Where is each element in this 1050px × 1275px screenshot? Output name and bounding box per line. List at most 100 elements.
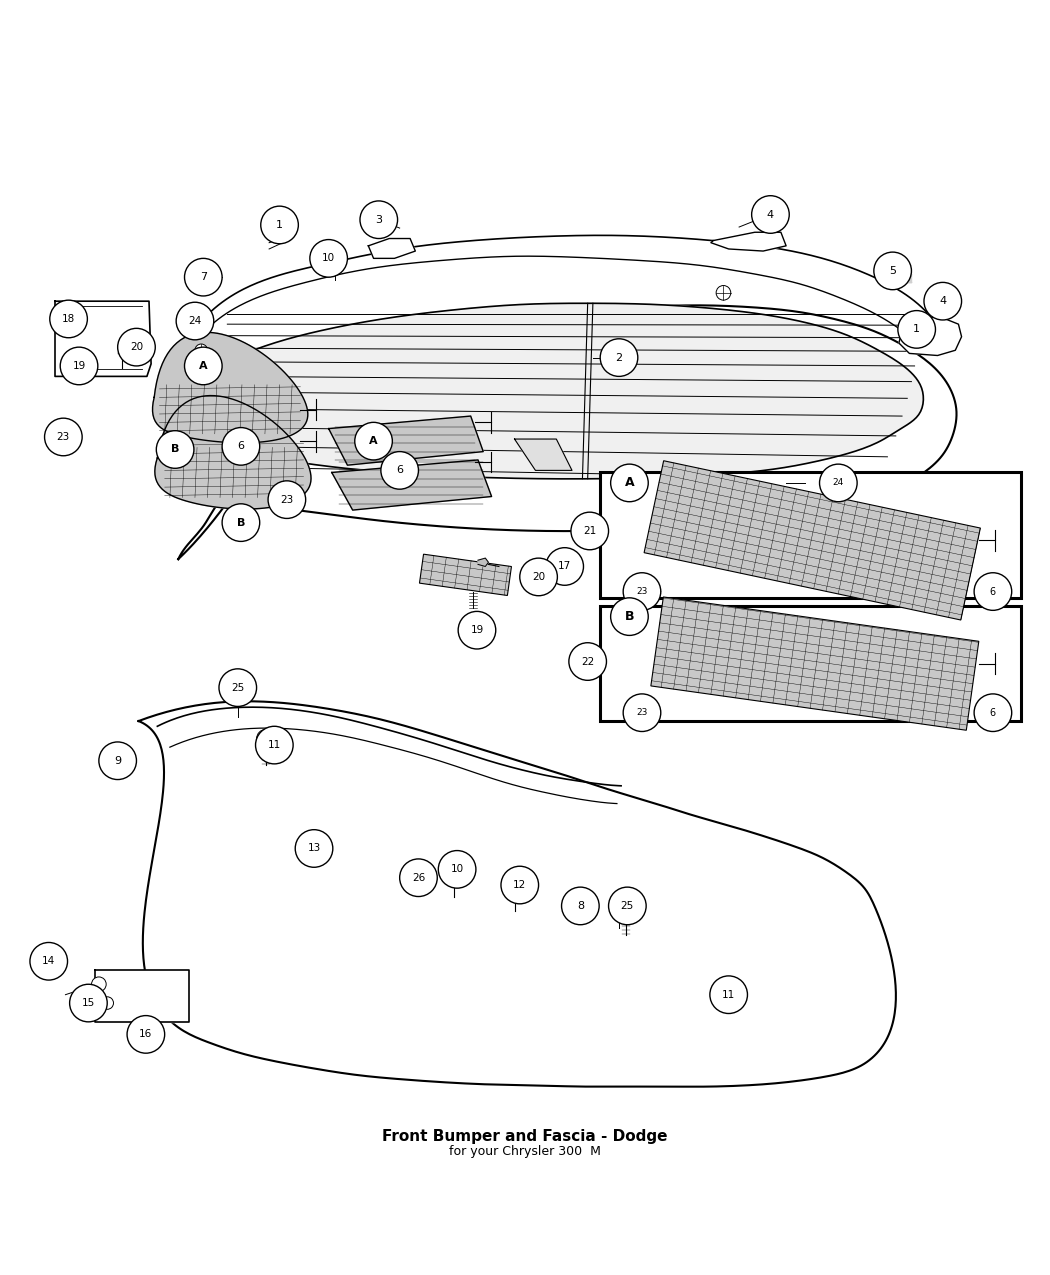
Circle shape [612,904,626,918]
Circle shape [360,201,398,238]
Circle shape [127,1016,165,1053]
Circle shape [198,319,208,329]
Circle shape [617,900,635,918]
Polygon shape [644,460,981,620]
Text: 6: 6 [990,586,996,597]
Circle shape [195,344,208,357]
Text: 9: 9 [114,756,121,766]
Polygon shape [369,238,416,259]
Circle shape [295,830,333,867]
Polygon shape [651,597,979,731]
Text: 13: 13 [308,844,320,853]
Circle shape [609,887,646,924]
Circle shape [571,513,609,550]
Circle shape [49,300,87,338]
Text: 14: 14 [42,956,56,966]
Circle shape [898,311,936,348]
Circle shape [924,282,962,320]
Circle shape [716,286,731,300]
Circle shape [752,195,790,233]
Text: A: A [625,477,634,490]
Text: 20: 20 [130,342,143,352]
Text: 19: 19 [470,625,484,635]
Circle shape [355,422,393,460]
Circle shape [329,260,341,272]
Polygon shape [152,333,308,442]
Circle shape [256,733,275,751]
Circle shape [445,857,462,873]
Polygon shape [329,416,483,465]
Text: 6: 6 [396,465,403,476]
Text: 6: 6 [990,708,996,718]
Circle shape [438,850,476,889]
Text: 3: 3 [375,214,382,224]
Circle shape [381,451,419,490]
Circle shape [400,859,437,896]
Text: 10: 10 [322,254,335,264]
Circle shape [501,866,539,904]
Circle shape [448,859,459,871]
Text: 25: 25 [621,901,634,910]
Circle shape [185,259,223,296]
Polygon shape [711,232,786,251]
Circle shape [820,464,857,502]
Circle shape [624,572,660,611]
Circle shape [91,977,106,992]
Text: 7: 7 [200,272,207,282]
Circle shape [310,240,348,277]
Polygon shape [899,316,962,356]
Polygon shape [55,301,151,376]
Circle shape [223,504,259,542]
Circle shape [874,252,911,289]
Polygon shape [154,395,311,509]
Circle shape [565,894,580,908]
Text: A: A [200,361,208,371]
Text: A: A [370,436,378,446]
Text: 11: 11 [722,989,735,1000]
Text: 4: 4 [939,296,946,306]
Text: 2: 2 [615,353,623,362]
Text: for your Chrysler 300  M: for your Chrysler 300 M [449,1145,601,1158]
Circle shape [710,975,748,1014]
Circle shape [458,612,496,649]
Text: 10: 10 [450,864,464,875]
Circle shape [30,942,67,980]
Circle shape [99,742,136,779]
Polygon shape [332,460,491,510]
Text: 23: 23 [280,495,294,505]
Polygon shape [514,439,572,470]
Circle shape [974,572,1012,611]
Circle shape [223,427,259,465]
Circle shape [176,302,214,340]
Circle shape [60,347,98,385]
Circle shape [256,729,275,748]
Circle shape [44,418,82,455]
Polygon shape [139,701,896,1086]
Circle shape [219,669,256,706]
Circle shape [562,887,600,924]
Text: 24: 24 [188,316,202,326]
Circle shape [410,861,426,877]
Text: 26: 26 [412,872,425,882]
Text: B: B [236,518,245,528]
Text: 23: 23 [636,708,648,718]
Text: 17: 17 [558,561,571,571]
Polygon shape [178,305,957,560]
Text: 1: 1 [914,324,920,334]
Circle shape [118,329,155,366]
Text: 12: 12 [513,880,526,890]
Text: 25: 25 [231,682,245,692]
Circle shape [601,339,637,376]
Circle shape [520,558,558,595]
Circle shape [260,207,298,244]
Text: 6: 6 [237,441,245,451]
Text: 15: 15 [82,998,96,1009]
Text: 1: 1 [276,221,284,230]
Text: Front Bumper and Fascia - Dodge: Front Bumper and Fascia - Dodge [382,1130,668,1144]
Text: 16: 16 [140,1029,152,1039]
Circle shape [611,464,648,502]
Circle shape [504,870,525,890]
Text: 19: 19 [72,361,86,371]
Text: 11: 11 [268,740,281,750]
Text: 4: 4 [766,209,774,219]
